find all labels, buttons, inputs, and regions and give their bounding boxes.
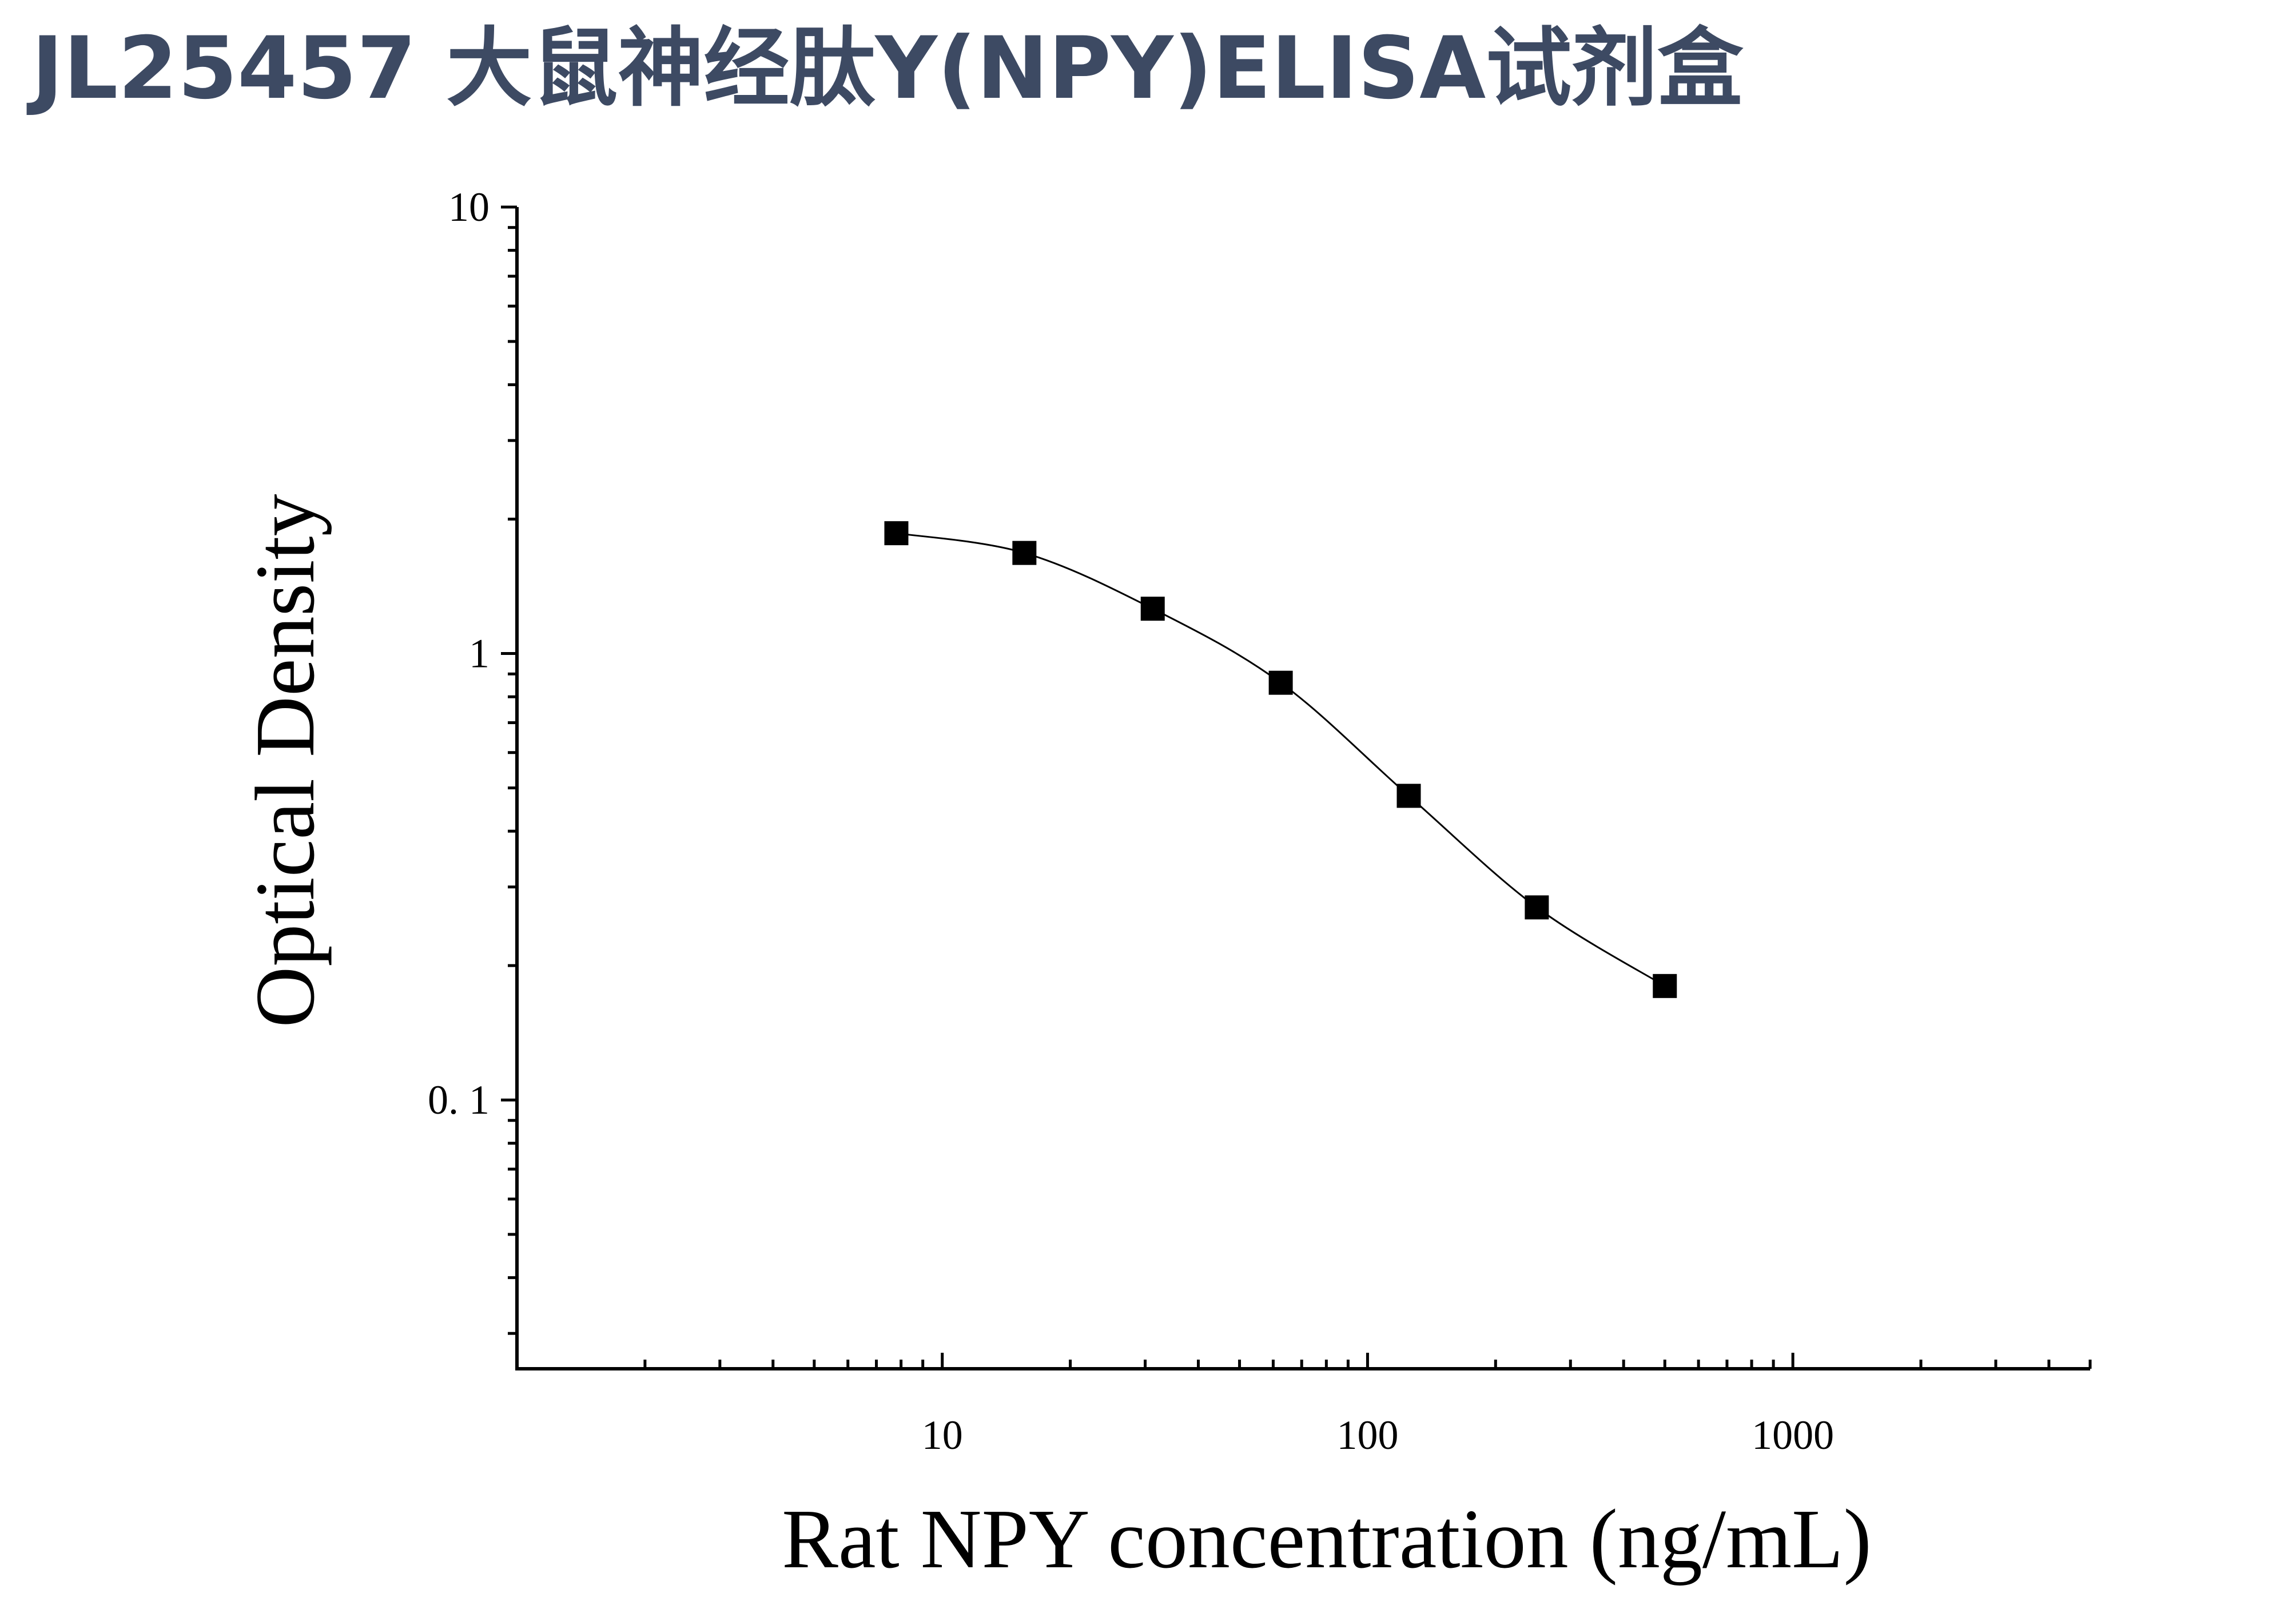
y-axis-title: Optical Density <box>238 494 332 1027</box>
data-point <box>884 521 909 546</box>
x-tick-label: 1000 <box>1752 1412 1834 1458</box>
x-tick-label: 100 <box>1336 1412 1398 1458</box>
data-point <box>1525 895 1549 920</box>
x-tick-label: 10 <box>922 1412 963 1458</box>
y-tick-label: 1 <box>469 631 490 677</box>
page-title: JL25457 大鼠神经肽Y(NPY)ELISA试剂盒 <box>31 19 1744 118</box>
data-point <box>1012 541 1037 565</box>
fit-curve <box>896 532 1666 987</box>
data-point <box>1268 670 1293 695</box>
data-points <box>884 521 1677 998</box>
data-point <box>1396 784 1421 808</box>
y-tick-label: 10 <box>448 184 490 230</box>
axes <box>515 207 2090 1370</box>
y-axis-ticks: 0. 1 1 10 <box>428 184 517 1335</box>
x-axis-title: Rat NPY concentration (ng/mL) <box>782 1492 1872 1586</box>
y-tick-label: 0. 1 <box>428 1077 490 1123</box>
data-point <box>1653 974 1677 998</box>
data-point <box>1140 597 1165 621</box>
x-axis-ticks: 10 100 1000 <box>643 1353 2092 1458</box>
